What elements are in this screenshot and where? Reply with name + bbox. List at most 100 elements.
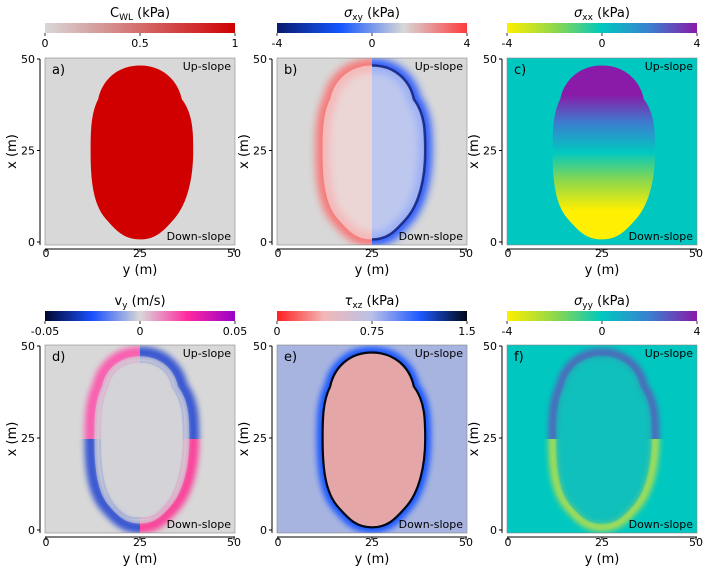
y-tick-label: 25 <box>253 145 267 158</box>
x-tick-label: 0 <box>43 536 50 549</box>
x-tick-label: 25 <box>133 536 147 549</box>
y-tick-label: 50 <box>21 53 35 66</box>
colorbar <box>45 23 235 33</box>
x-axis-label: y (m) <box>123 263 158 278</box>
up-slope-annotation: Up-slope <box>645 60 694 73</box>
panel-b: σxy (kPa) -4 0 4 0 25 50 0 25 50 y (m) x (m) b) Up-sl… <box>237 6 473 278</box>
y-tick-label: 0 <box>260 524 267 537</box>
y-axis-label: x (m) <box>237 134 252 169</box>
y-tick-label: 0 <box>490 236 497 249</box>
y-tick-label: 50 <box>253 340 267 353</box>
up-slope-annotation: Up-slope <box>183 347 232 360</box>
colorbar-title: σyy (kPa) <box>574 294 630 311</box>
x-axis-label: y (m) <box>585 552 620 567</box>
colorbar-tick-label: 0 <box>137 325 144 338</box>
panel-c: σxx (kPa) -4 0 4 0 25 50 0 25 50 y (m) x (m) c) Up-sl… <box>467 6 703 278</box>
panel-label: d) <box>52 350 65 365</box>
colorbar-tick-label: 0 <box>369 37 376 50</box>
colorbar <box>507 311 697 321</box>
up-slope-annotation: Up-slope <box>415 60 464 73</box>
colorbar <box>45 311 235 321</box>
y-axis-label: x (m) <box>467 422 482 457</box>
x-tick-label: 0 <box>505 247 512 260</box>
colorbar-tick-label: 0 <box>274 325 281 338</box>
colorbar-title: vy (m/s) <box>114 294 165 311</box>
y-tick-label: 0 <box>28 236 35 249</box>
x-tick-label: 50 <box>689 247 703 260</box>
colorbar <box>277 23 467 33</box>
up-slope-annotation: Up-slope <box>183 60 232 73</box>
x-tick-label: 0 <box>275 536 282 549</box>
panel-label: a) <box>52 63 65 78</box>
x-tick-label: 0 <box>275 247 282 260</box>
heatmap-field <box>507 58 697 245</box>
panel-label: c) <box>514 63 526 78</box>
heatmap-field <box>277 345 467 533</box>
y-tick-label: 25 <box>483 432 497 445</box>
panel-e: τxz (kPa) 0 0.75 1.5 0 25 50 0 25 50 y (m) x (m) e) U… <box>237 294 476 567</box>
colorbar-tick-label: 0 <box>599 37 606 50</box>
y-tick-label: 0 <box>490 524 497 537</box>
colorbar-tick-label: -4 <box>502 37 513 50</box>
y-tick-label: 0 <box>28 524 35 537</box>
colorbar-tick-label: -0.05 <box>31 325 59 338</box>
y-tick-label: 25 <box>483 145 497 158</box>
down-slope-annotation: Down-slope <box>399 230 464 243</box>
colorbar-title: CWL (kPa) <box>110 6 170 23</box>
up-slope-annotation: Up-slope <box>415 347 464 360</box>
x-axis-label: y (m) <box>355 263 390 278</box>
y-axis-label: x (m) <box>5 134 20 169</box>
down-slope-annotation: Down-slope <box>399 518 464 531</box>
colorbar-tick-label: 4 <box>694 37 701 50</box>
y-tick-label: 50 <box>21 340 35 353</box>
y-tick-label: 0 <box>260 236 267 249</box>
x-tick-label: 50 <box>227 247 241 260</box>
y-axis-label: x (m) <box>467 134 482 169</box>
heatmap-field <box>45 58 235 245</box>
panel-a: CWL (kPa) 0 0.5 1 0 25 50 0 25 50 y (m) x (m) a) Up-s… <box>5 6 241 278</box>
x-tick-label: 25 <box>595 536 609 549</box>
colorbar-tick-label: -4 <box>502 325 513 338</box>
x-axis-label: y (m) <box>355 552 390 567</box>
y-tick-label: 25 <box>21 432 35 445</box>
colorbar-tick-label: 0 <box>599 325 606 338</box>
x-tick-label: 50 <box>459 247 473 260</box>
colorbar <box>507 23 697 33</box>
colorbar-tick-label: -4 <box>272 37 283 50</box>
down-slope-annotation: Down-slope <box>629 518 694 531</box>
up-slope-annotation: Up-slope <box>645 347 694 360</box>
x-axis-label: y (m) <box>585 263 620 278</box>
x-tick-label: 25 <box>365 536 379 549</box>
weak-layer-blob <box>91 65 194 239</box>
x-tick-label: 0 <box>43 247 50 260</box>
x-tick-label: 50 <box>689 536 703 549</box>
y-axis-label: x (m) <box>237 422 252 457</box>
normal-stress-xx-blob <box>553 65 656 239</box>
down-slope-annotation: Down-slope <box>167 518 232 531</box>
panel-label: b) <box>284 63 297 78</box>
colorbar <box>277 311 467 321</box>
panel-f: σyy (kPa) -4 0 4 0 25 50 0 25 50 y (m) x (m) f) Up-sl… <box>467 294 703 567</box>
colorbar-tick-label: 1 <box>232 37 239 50</box>
x-tick-label: 25 <box>595 247 609 260</box>
shear-blob <box>323 353 426 528</box>
colorbar-title: σxy (kPa) <box>344 6 400 23</box>
colorbar-title: σxx (kPa) <box>574 6 630 23</box>
x-tick-label: 25 <box>133 247 147 260</box>
y-tick-label: 25 <box>21 145 35 158</box>
panel-label: f) <box>514 350 524 365</box>
colorbar-tick-label: 4 <box>694 325 701 338</box>
colorbar-tick-label: 0.05 <box>223 325 248 338</box>
heatmap-field <box>507 345 697 533</box>
heatmap-field <box>45 345 235 533</box>
down-slope-annotation: Down-slope <box>629 230 694 243</box>
y-tick-label: 25 <box>253 432 267 445</box>
y-axis-label: x (m) <box>5 422 20 457</box>
y-tick-label: 50 <box>483 340 497 353</box>
y-tick-label: 50 <box>483 53 497 66</box>
x-axis-label: y (m) <box>123 552 158 567</box>
y-tick-label: 50 <box>253 53 267 66</box>
down-slope-annotation: Down-slope <box>167 230 232 243</box>
colorbar-tick-label: 0.75 <box>360 325 385 338</box>
x-tick-label: 25 <box>365 247 379 260</box>
